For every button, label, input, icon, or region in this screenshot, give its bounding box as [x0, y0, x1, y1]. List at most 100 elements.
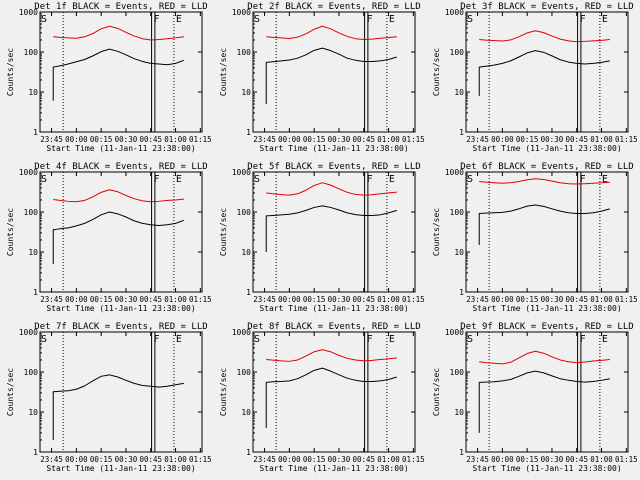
x-tick-label: 00:15: [516, 135, 539, 144]
x-tick-label: 00:45: [565, 135, 588, 144]
y-tick-label: 10: [28, 408, 38, 417]
series-events-line: [52, 48, 184, 101]
y-tick-label: 10: [241, 88, 251, 97]
end-marker-label: E: [176, 334, 182, 345]
y-tick-label: 1: [33, 288, 38, 297]
start-marker-label: S: [254, 334, 260, 345]
panel-det-8f: Det 8f BLACK = Events, RED = LLD S F E 1 10 10…: [219, 322, 425, 473]
x-tick-label: 01:15: [189, 295, 212, 304]
x-tick-label: 23:45: [40, 135, 63, 144]
flare-marker-label: F: [367, 334, 373, 345]
end-marker-label: E: [389, 14, 395, 25]
y-axis-label: Counts/sec: [432, 368, 441, 416]
x-tick-label: 00:00: [278, 295, 301, 304]
x-tick-label: 01:15: [615, 295, 638, 304]
x-axis-label: Start Time (11-Jan-11 23:38:00): [46, 464, 195, 473]
panel-title: Det 5f BLACK = Events, RED = LLD: [247, 162, 420, 172]
x-tick-label: 00:00: [491, 455, 514, 464]
y-tick-label: 100: [24, 208, 39, 217]
x-tick-label: 00:15: [516, 295, 539, 304]
x-tick-label: 01:15: [402, 135, 425, 144]
y-tick-label: 1000: [19, 8, 38, 17]
panel-det-7f: Det 7f BLACK = Events, RED = LLD S F E 1 10 10…: [6, 322, 212, 473]
x-tick-label: 23:45: [253, 455, 276, 464]
y-tick-label: 100: [450, 208, 465, 217]
end-marker-label: E: [176, 174, 182, 185]
x-tick-label: 01:15: [189, 135, 212, 144]
x-tick-label: 01:15: [615, 135, 638, 144]
y-axis-label: Counts/sec: [6, 208, 15, 256]
flare-marker-label: F: [580, 14, 586, 25]
x-axis-label: Start Time (11-Jan-11 23:38:00): [472, 304, 621, 313]
x-tick-label: 00:15: [90, 135, 113, 144]
panel-det-6f: Det 6f BLACK = Events, RED = LLD S F E 1 10 10…: [432, 162, 638, 313]
plot-frame: [252, 171, 416, 293]
x-tick-label: 00:45: [139, 295, 162, 304]
x-tick-label: 23:45: [466, 135, 489, 144]
x-tick-label: 01:00: [590, 135, 613, 144]
x-tick-label: 00:30: [328, 455, 351, 464]
x-tick-label: 01:00: [377, 135, 400, 144]
flare-marker-label: F: [580, 174, 586, 185]
end-marker-label: E: [389, 174, 395, 185]
series-lld-line: [479, 30, 610, 43]
x-axis-label: Start Time (11-Jan-11 23:38:00): [46, 304, 195, 313]
y-axis-label: Counts/sec: [219, 368, 228, 416]
series-lld-line: [53, 25, 184, 41]
y-axis-label: Counts/sec: [219, 48, 228, 96]
series-events-line: [265, 367, 397, 428]
series-lld-line: [53, 189, 184, 203]
y-tick-label: 100: [450, 368, 465, 377]
panel-title: Det 1f BLACK = Events, RED = LLD: [34, 2, 207, 12]
x-tick-label: 00:15: [90, 455, 113, 464]
y-tick-label: 100: [237, 48, 252, 57]
x-tick-label: 01:15: [402, 295, 425, 304]
y-tick-label: 1: [246, 448, 251, 457]
x-axis-label: Start Time (11-Jan-11 23:38:00): [46, 144, 195, 153]
x-tick-label: 00:45: [352, 295, 375, 304]
start-marker-label: S: [467, 174, 473, 185]
y-tick-label: 1: [459, 448, 464, 457]
x-tick-label: 00:45: [565, 455, 588, 464]
y-tick-label: 10: [28, 248, 38, 257]
y-tick-label: 10: [241, 408, 251, 417]
y-tick-label: 1: [33, 448, 38, 457]
y-tick-label: 100: [24, 368, 39, 377]
x-tick-label: 00:00: [278, 455, 301, 464]
y-tick-label: 1000: [232, 328, 251, 337]
panel-title: Det 8f BLACK = Events, RED = LLD: [247, 322, 420, 332]
x-axis-label: Start Time (11-Jan-11 23:38:00): [472, 464, 621, 473]
x-tick-label: 23:45: [253, 135, 276, 144]
x-tick-label: 01:00: [164, 455, 187, 464]
y-axis-label: Counts/sec: [432, 208, 441, 256]
start-marker-label: S: [467, 334, 473, 345]
x-tick-label: 23:45: [253, 295, 276, 304]
plot-frame: [39, 171, 203, 293]
y-tick-label: 1: [33, 128, 38, 137]
x-tick-label: 01:00: [590, 455, 613, 464]
panel-title: Det 6f BLACK = Events, RED = LLD: [460, 162, 633, 172]
y-tick-label: 1000: [445, 328, 464, 337]
panel-det-9f: Det 9f BLACK = Events, RED = LLD S F E 1 10 10…: [432, 322, 638, 473]
flare-marker-label: F: [367, 14, 373, 25]
y-tick-label: 1000: [232, 8, 251, 17]
y-tick-label: 10: [454, 88, 464, 97]
x-tick-label: 00:45: [139, 135, 162, 144]
y-axis-label: Counts/sec: [432, 48, 441, 96]
y-tick-label: 10: [28, 88, 38, 97]
panel-det-4f: Det 4f BLACK = Events, RED = LLD S F E 1 10 10…: [6, 162, 212, 313]
series-events-line: [478, 204, 610, 245]
flare-marker-label: F: [154, 14, 160, 25]
x-tick-label: 00:30: [541, 295, 564, 304]
flare-marker-label: F: [367, 174, 373, 185]
end-marker-label: E: [176, 14, 182, 25]
series-events-line: [478, 50, 610, 96]
x-axis-label: Start Time (11-Jan-11 23:38:00): [259, 304, 408, 313]
series-lld-line: [266, 182, 397, 196]
plot-frame: [252, 331, 416, 453]
x-tick-label: 23:45: [466, 455, 489, 464]
end-marker-label: E: [602, 174, 608, 185]
start-marker-label: S: [41, 14, 47, 25]
panel-det-1f: Det 1f BLACK = Events, RED = LLD S F E 1 10 10…: [6, 2, 212, 153]
